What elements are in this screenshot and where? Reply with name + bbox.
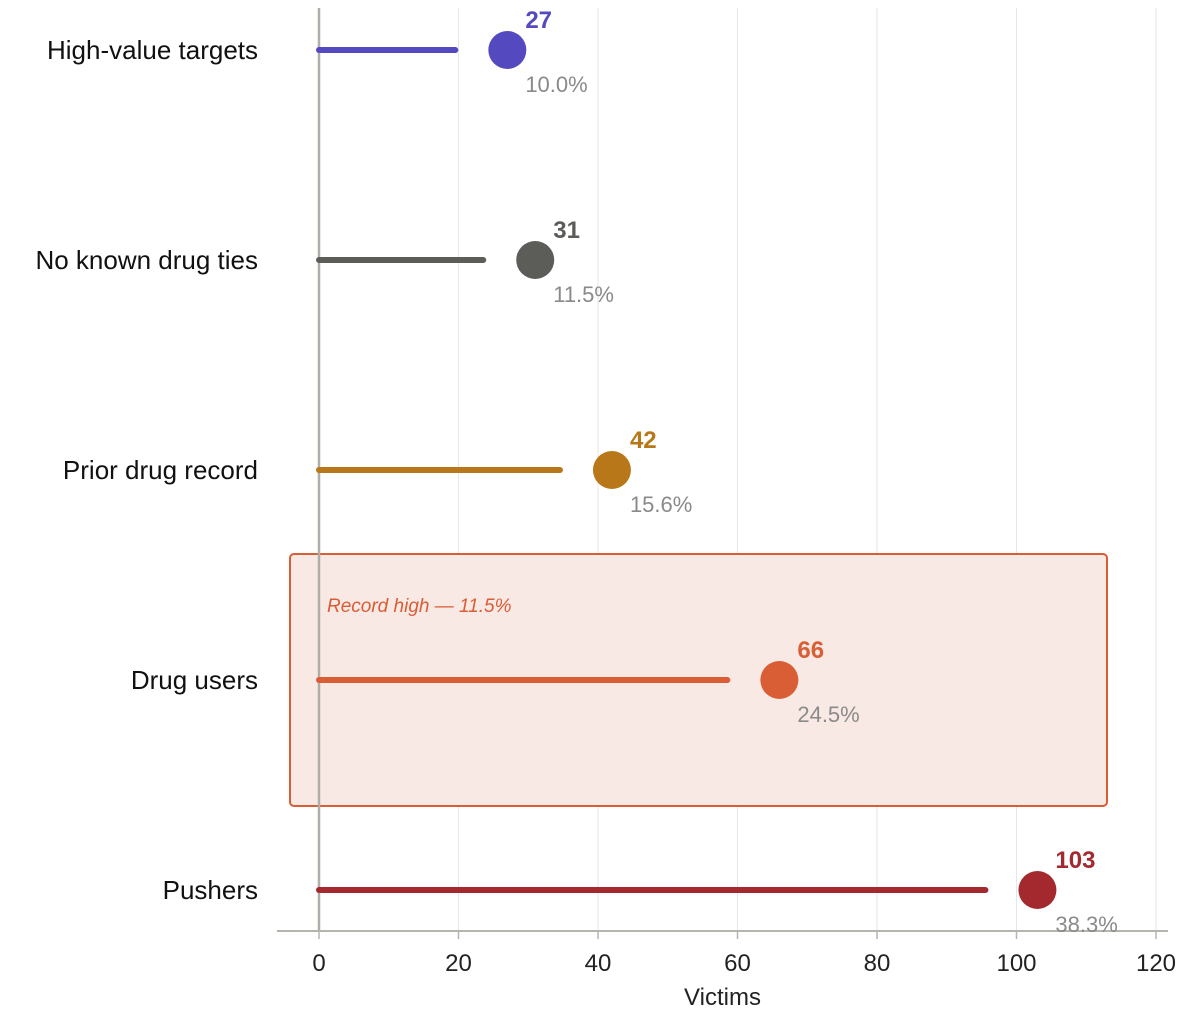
x-axis: Victims 0 20 40 60 80 100 120 xyxy=(277,8,1176,1011)
lollipop-dot xyxy=(488,31,527,69)
category-label: Prior drug record xyxy=(63,455,258,485)
x-tick-label: 40 xyxy=(585,950,612,977)
value-label: 103 xyxy=(1055,847,1095,874)
x-tick-label: 120 xyxy=(1136,950,1176,977)
x-axis-title: Victims xyxy=(684,984,761,1011)
value-label: 66 xyxy=(797,637,824,664)
percent-label: 11.5% xyxy=(553,282,614,307)
percent-label: 15.6% xyxy=(630,492,692,517)
value-label: 27 xyxy=(525,7,552,34)
category-label: High-value targets xyxy=(47,35,258,65)
highlight-annotation: Record high — 11.5% xyxy=(327,596,512,617)
category-label: Pushers xyxy=(163,875,258,905)
percent-label: 24.5% xyxy=(797,702,859,727)
category-label: Drug users xyxy=(131,665,258,695)
percent-label: 38.3% xyxy=(1055,912,1117,937)
x-tick-label: 80 xyxy=(864,950,891,977)
percent-label: 10.0% xyxy=(525,72,587,97)
lollipop-dot xyxy=(760,661,799,699)
x-tick-label: 20 xyxy=(445,950,472,977)
x-tick-label: 0 xyxy=(312,950,325,977)
lollipop-dot xyxy=(1018,871,1057,909)
lollipop-dot xyxy=(516,241,555,279)
lollipop-marks: High-value targets 27 10.0% No known drug t… xyxy=(35,7,1117,937)
x-tick-label: 60 xyxy=(724,950,751,977)
category-label: No known drug ties xyxy=(35,245,258,275)
value-label: 42 xyxy=(630,427,657,454)
value-label: 31 xyxy=(553,217,580,244)
x-tick-label: 100 xyxy=(996,950,1036,977)
lollipop-dot xyxy=(592,451,631,489)
